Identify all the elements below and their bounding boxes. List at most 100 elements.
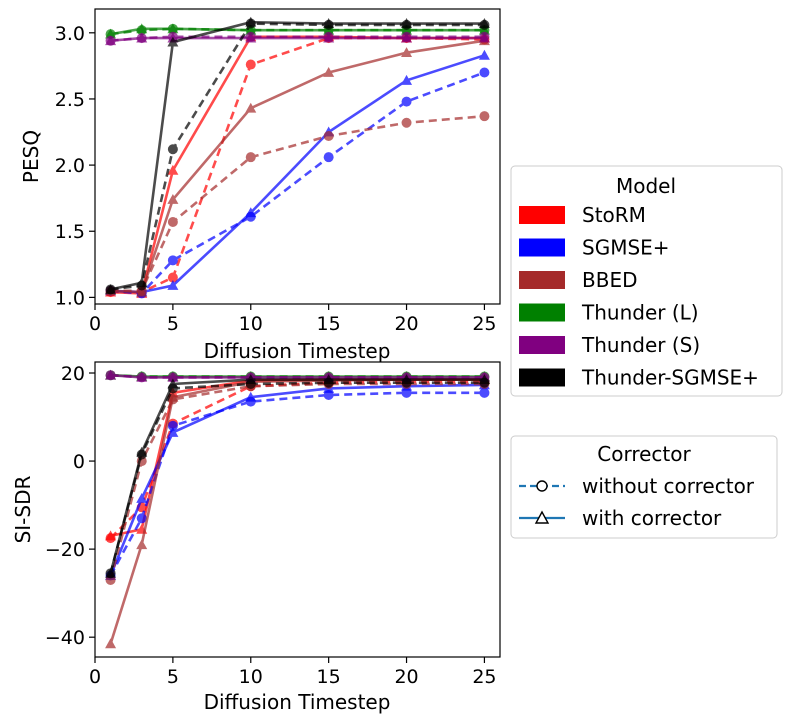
data-point	[245, 374, 257, 385]
data-point	[167, 216, 178, 227]
sisdr-series-thunder-sgmse-with-corrector	[105, 374, 490, 578]
data-point	[401, 74, 413, 85]
corrector-legend: Corrector without corrector with correcto…	[510, 435, 778, 539]
model-legend-title: Model	[616, 174, 676, 198]
data-point	[105, 369, 117, 380]
legend-swatch-storm	[519, 206, 565, 224]
series-line	[109, 380, 485, 540]
pesq-x-tick-label: 25	[472, 313, 496, 335]
data-point	[323, 152, 334, 163]
data-point	[323, 130, 334, 141]
data-point	[167, 144, 178, 155]
data-point	[167, 420, 178, 431]
data-point	[323, 374, 335, 385]
series-line	[110, 27, 485, 36]
data-point	[136, 371, 148, 382]
data-point	[167, 391, 179, 402]
data-point	[136, 277, 148, 288]
data-point	[105, 28, 117, 39]
legend-label-bbed: BBED	[582, 268, 637, 292]
data-point	[136, 446, 148, 457]
pesq-series-thunder-l-with-corrector	[105, 23, 490, 39]
legend-swatch-thunder-s	[519, 336, 565, 354]
data-point	[401, 32, 413, 43]
data-point	[136, 539, 148, 550]
pesq-y-tick-label: 2.0	[55, 155, 85, 177]
data-point	[401, 374, 413, 385]
data-point	[401, 96, 412, 107]
legend-marker-with-corrector	[534, 510, 550, 524]
pesq-y-tick-label: 1.0	[55, 287, 85, 309]
data-point	[479, 387, 490, 398]
pesq-x-tick-label: 5	[167, 313, 179, 335]
sisdr-series-storm-without-corrector	[105, 376, 490, 544]
sisdr-y-tick-label: 0	[73, 451, 85, 473]
series-line	[110, 39, 485, 294]
sisdr-x-tick-label: 15	[317, 666, 341, 688]
data-point	[105, 35, 117, 46]
data-point	[478, 49, 490, 60]
series-line	[109, 378, 485, 574]
corrector-legend-title: Corrector	[597, 442, 691, 466]
legend-swatch-bbed	[519, 271, 565, 289]
data-point	[245, 24, 257, 35]
pesq-y-axis-label: PESQ	[19, 130, 43, 183]
data-point	[478, 374, 490, 385]
data-point	[245, 16, 257, 27]
data-point	[167, 426, 179, 437]
data-point	[478, 32, 490, 43]
legend-label-sgmse: SGMSE+	[582, 236, 670, 260]
pesq-series-bbed-without-corrector	[105, 111, 490, 296]
series-line	[110, 22, 485, 291]
data-point	[136, 23, 148, 34]
pesq-y-tick-label: 3.0	[55, 23, 85, 45]
data-point	[479, 67, 490, 78]
pesq-x-tick-label: 20	[394, 313, 418, 335]
model-legend-frame	[510, 165, 783, 397]
sisdr-x-axis-label: Diffusion Timestep	[204, 690, 391, 714]
data-point	[105, 638, 117, 649]
pesq-x-tick-label: 10	[239, 313, 263, 335]
sisdr-series-bbed-with-corrector	[105, 374, 490, 649]
sisdr-x-tick-label: 0	[89, 666, 101, 688]
data-point	[401, 117, 412, 128]
data-point	[167, 164, 179, 175]
data-point	[245, 391, 257, 402]
legend-label-without-corrector: without corrector	[582, 474, 755, 498]
sisdr-chart: 0 5 10 15 20 25 −40 −20 0 20 SI-SDR Diffusion Tim…	[11, 361, 501, 714]
legend-label-storm: StoRM	[582, 203, 646, 227]
legend-label-with-corrector: with corrector	[582, 506, 722, 530]
data-point	[136, 513, 147, 524]
sisdr-y-axis-label: SI-SDR	[11, 476, 35, 544]
data-point	[136, 286, 148, 297]
data-point	[323, 66, 335, 77]
sisdr-x-tick-label: 5	[167, 666, 179, 688]
legend-swatch-sgmse	[519, 238, 565, 257]
pesq-y-tick-label: 2.5	[55, 89, 85, 111]
legend-label-thunder-sgmse: Thunder-SGMSE+	[581, 366, 759, 390]
pesq-y-tick-label: 1.5	[55, 221, 85, 243]
data-point	[401, 47, 413, 58]
series-line	[110, 114, 485, 293]
data-point	[167, 193, 179, 204]
pesq-x-axis-label: Diffusion Timestep	[204, 339, 391, 363]
data-point	[167, 255, 178, 266]
sisdr-plot-frame	[94, 361, 501, 658]
legend-label-thunder-l: Thunder (L)	[581, 301, 699, 325]
sisdr-y-tick-label: −40	[45, 627, 85, 649]
data-point	[245, 207, 257, 218]
sisdr-series-storm-with-corrector	[105, 374, 490, 541]
pesq-chart: 0 5 10 15 20 25 1.0 1.5 2.0 2.5 3.0 PESQ Diffusion…	[19, 8, 501, 363]
legend-swatch-thunder-sgmse	[519, 368, 565, 387]
model-legend: Model StoRM SGMSE+ BBED Thunder (L) Thunder …	[510, 165, 783, 397]
series-line	[109, 382, 485, 581]
data-point	[479, 111, 490, 122]
pesq-series-sgmse-without-corrector	[105, 67, 490, 299]
data-point	[105, 567, 117, 578]
data-point	[167, 272, 178, 283]
data-point	[136, 492, 148, 503]
pesq-series-thunder-sgmse-without-corrector	[105, 18, 490, 295]
data-point	[167, 23, 179, 34]
pesq-x-tick-label: 15	[317, 313, 341, 335]
